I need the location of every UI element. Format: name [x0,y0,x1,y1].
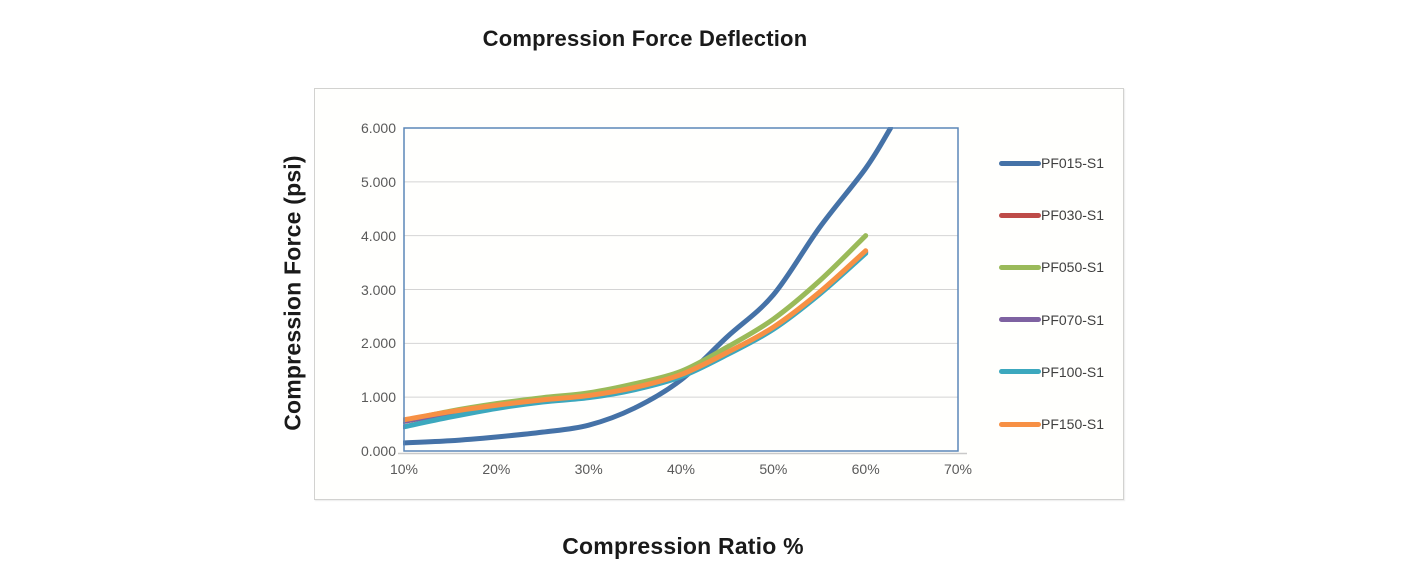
x-tick-label: 10% [389,461,419,477]
legend-swatch-icon [999,160,1041,166]
y-tick-label: 3.000 [360,281,396,298]
legend-label: PF070-S1 [1041,311,1105,328]
plot-border [403,127,959,452]
x-tick-label: 20% [482,461,511,477]
y-axis-title: Compression Force (psi) [279,155,306,431]
legend-label: PF150-S1 [1041,416,1105,432]
plot-area [398,127,967,455]
chart-panel: 0.000 1.000 2.000 3.000 4.000 5.000 6.000 10% 2… [314,88,1124,500]
x-tick-label: 50% [759,461,788,477]
legend-item-PF015-S1: PF015-S1 [999,154,1104,172]
legend-item-PF050-S1: PF050-S1 [999,258,1104,276]
legend-label: PF030-S1 [1041,207,1105,224]
legend-swatch-icon [999,212,1041,218]
legend-item-PF100-S1: PF100-S1 [999,363,1104,381]
legend-item-PF070-S1: PF070-S1 [999,311,1104,329]
y-tick-label: 6.000 [360,120,396,136]
legend-label: PF015-S1 [1041,155,1105,171]
legend-swatch-icon [999,317,1041,323]
y-tick-label: 1.000 [360,389,396,406]
x-axis-title: Compression Ratio % [562,533,804,559]
legend-swatch-icon [999,264,1041,270]
y-tick-label: 4.000 [360,227,396,244]
legend-label: PF050-S1 [1041,259,1105,276]
series-line-PF015-S1 [403,127,894,446]
x-tick-label: 30% [574,461,603,477]
legend-item-PF150-S1: PF150-S1 [999,415,1104,433]
x-tick-label: 70% [943,461,973,477]
series-line-PF070-S1 [403,249,869,424]
y-tick-label: 2.000 [360,335,396,352]
legend-item-PF030-S1: PF030-S1 [999,206,1104,224]
x-tick-label: 60% [851,461,880,477]
y-tick-label: 5.000 [360,173,396,190]
series-line-PF030-S1 [403,249,869,424]
legend-label: PF100-S1 [1041,363,1105,380]
series-line-PF100-S1 [403,250,869,430]
series-line-PF150-S1 [403,248,869,423]
y-tick-label: 0.000 [360,443,396,459]
legend-swatch-icon [999,369,1041,375]
chart-title: Compression Force Deflection [482,26,808,51]
legend-swatch-icon [999,421,1041,427]
x-tick-label: 40% [666,461,696,477]
